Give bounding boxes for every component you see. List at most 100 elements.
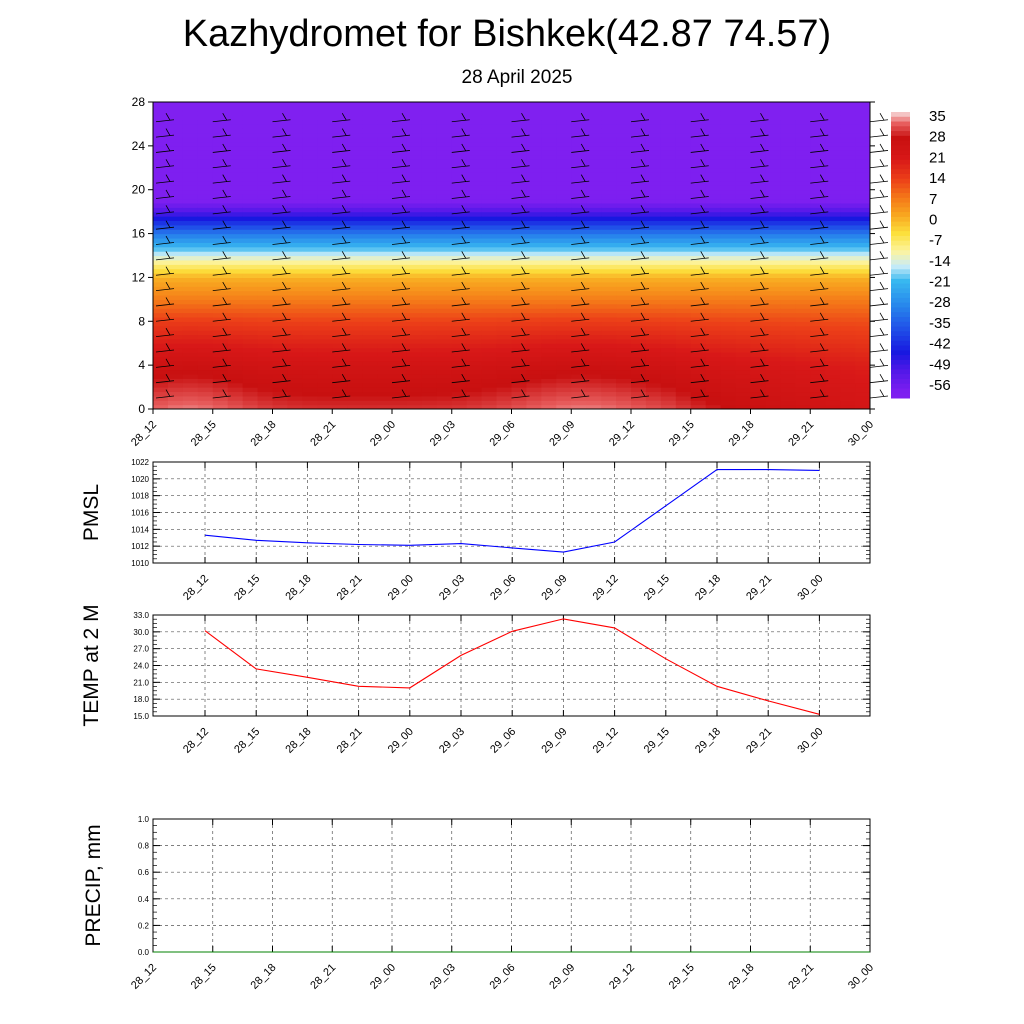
heatmap-cell	[840, 189, 856, 195]
wind-barb	[750, 205, 769, 215]
heatmap-cell	[601, 303, 617, 309]
heatmap-cell	[257, 176, 274, 182]
heatmap-cell	[541, 180, 557, 186]
heatmap-cell	[392, 106, 408, 112]
heatmap-cell	[616, 163, 632, 169]
heatmap-cell	[735, 365, 752, 371]
heatmap-cell	[825, 316, 841, 322]
heatmap-cell	[660, 237, 677, 243]
heatmap-cell	[511, 202, 528, 208]
heatmap-cell	[601, 110, 617, 116]
heatmap-cell	[392, 137, 408, 143]
heatmap-cell	[332, 303, 348, 309]
heatmap-cell	[481, 286, 498, 292]
heatmap-cell	[496, 229, 513, 235]
heatmap-cell	[182, 343, 199, 349]
heatmap-cell	[153, 290, 169, 296]
wind-barb	[212, 251, 231, 261]
heatmap-cell	[332, 115, 348, 121]
heatmap-cell	[675, 259, 692, 265]
heatmap-cell	[182, 251, 199, 257]
heatmap-cell	[347, 246, 363, 252]
heatmap-cell	[362, 404, 378, 409]
heatmap-cell	[705, 141, 722, 147]
wind-barb	[571, 159, 590, 169]
heatmap-cell	[810, 286, 826, 292]
heatmap-cell	[795, 176, 811, 182]
heatmap-cell	[795, 207, 811, 213]
wind-barb	[690, 312, 709, 322]
heatmap-cell	[466, 382, 483, 388]
heatmap-cell	[631, 404, 647, 409]
wind-barb	[451, 281, 470, 291]
heatmap-cell	[466, 159, 483, 164]
heatmap-cell	[795, 294, 811, 300]
heatmap-cell	[332, 159, 348, 164]
wind-barb	[155, 113, 175, 123]
heatmap-cell	[526, 404, 542, 409]
heatmap-cell	[556, 268, 572, 274]
heatmap-cell	[317, 159, 333, 164]
heatmap-cell	[616, 378, 632, 384]
heatmap-cell	[421, 268, 438, 274]
heatmap-cell	[705, 176, 722, 182]
heatmap-cell	[541, 268, 557, 274]
heatmap-cell	[392, 259, 408, 265]
heatmap-cell	[765, 325, 781, 331]
heatmap-cell	[601, 132, 617, 138]
x-tick-label: 29_15	[642, 573, 672, 603]
heatmap-cell	[227, 338, 244, 344]
heatmap-cell	[855, 229, 870, 235]
heatmap-cell	[601, 404, 617, 409]
heatmap-cell	[526, 132, 542, 138]
heatmap-cell	[496, 102, 513, 107]
heatmap-cell	[436, 382, 453, 388]
heatmap-cell	[571, 369, 587, 375]
heatmap-cell	[795, 369, 811, 375]
heatmap-cell	[511, 132, 528, 138]
heatmap-cell	[362, 365, 378, 371]
heatmap-cell	[840, 145, 856, 151]
wind-barb	[511, 312, 530, 322]
heatmap-cell	[242, 145, 259, 151]
heatmap-cell	[660, 273, 677, 279]
heatmap-cell	[586, 246, 602, 252]
heatmap-cell	[690, 154, 707, 160]
heatmap-cell	[436, 281, 453, 287]
heatmap-cell	[795, 167, 811, 173]
heatmap-cell	[496, 115, 513, 121]
heatmap-cell	[780, 207, 796, 213]
heatmap-cell	[720, 356, 737, 362]
heatmap-cell	[287, 102, 303, 107]
heatmap-cell	[765, 404, 781, 409]
heatmap-cell	[526, 290, 542, 296]
heatmap-cell	[167, 242, 184, 248]
heatmap-cell	[690, 216, 707, 222]
heatmap-cell	[675, 343, 692, 349]
wind-barb	[511, 358, 530, 368]
heatmap-cell	[541, 242, 557, 248]
heatmap-cell	[780, 167, 796, 173]
heatmap-cell	[227, 395, 244, 401]
heatmap-cell	[167, 132, 184, 138]
heatmap-cell	[795, 216, 811, 222]
heatmap-cell	[601, 395, 617, 401]
heatmap-cell	[825, 373, 841, 379]
heatmap-cell	[825, 395, 841, 401]
heatmap-cell	[406, 286, 423, 292]
heatmap-cell	[645, 106, 662, 112]
heatmap-cell	[765, 294, 781, 300]
heatmap-cell	[436, 211, 453, 217]
heatmap-cell	[406, 334, 423, 340]
heatmap-cell	[332, 308, 348, 314]
heatmap-cell	[406, 229, 423, 235]
heatmap-cell	[421, 356, 438, 362]
heatmap-cell	[735, 330, 752, 336]
heatmap-cell	[302, 237, 318, 243]
heatmap-cell	[436, 202, 453, 208]
heatmap-cell	[750, 259, 767, 265]
heatmap-cell	[153, 123, 169, 129]
heatmap-cell	[735, 290, 752, 296]
heatmap-cell	[406, 373, 423, 379]
